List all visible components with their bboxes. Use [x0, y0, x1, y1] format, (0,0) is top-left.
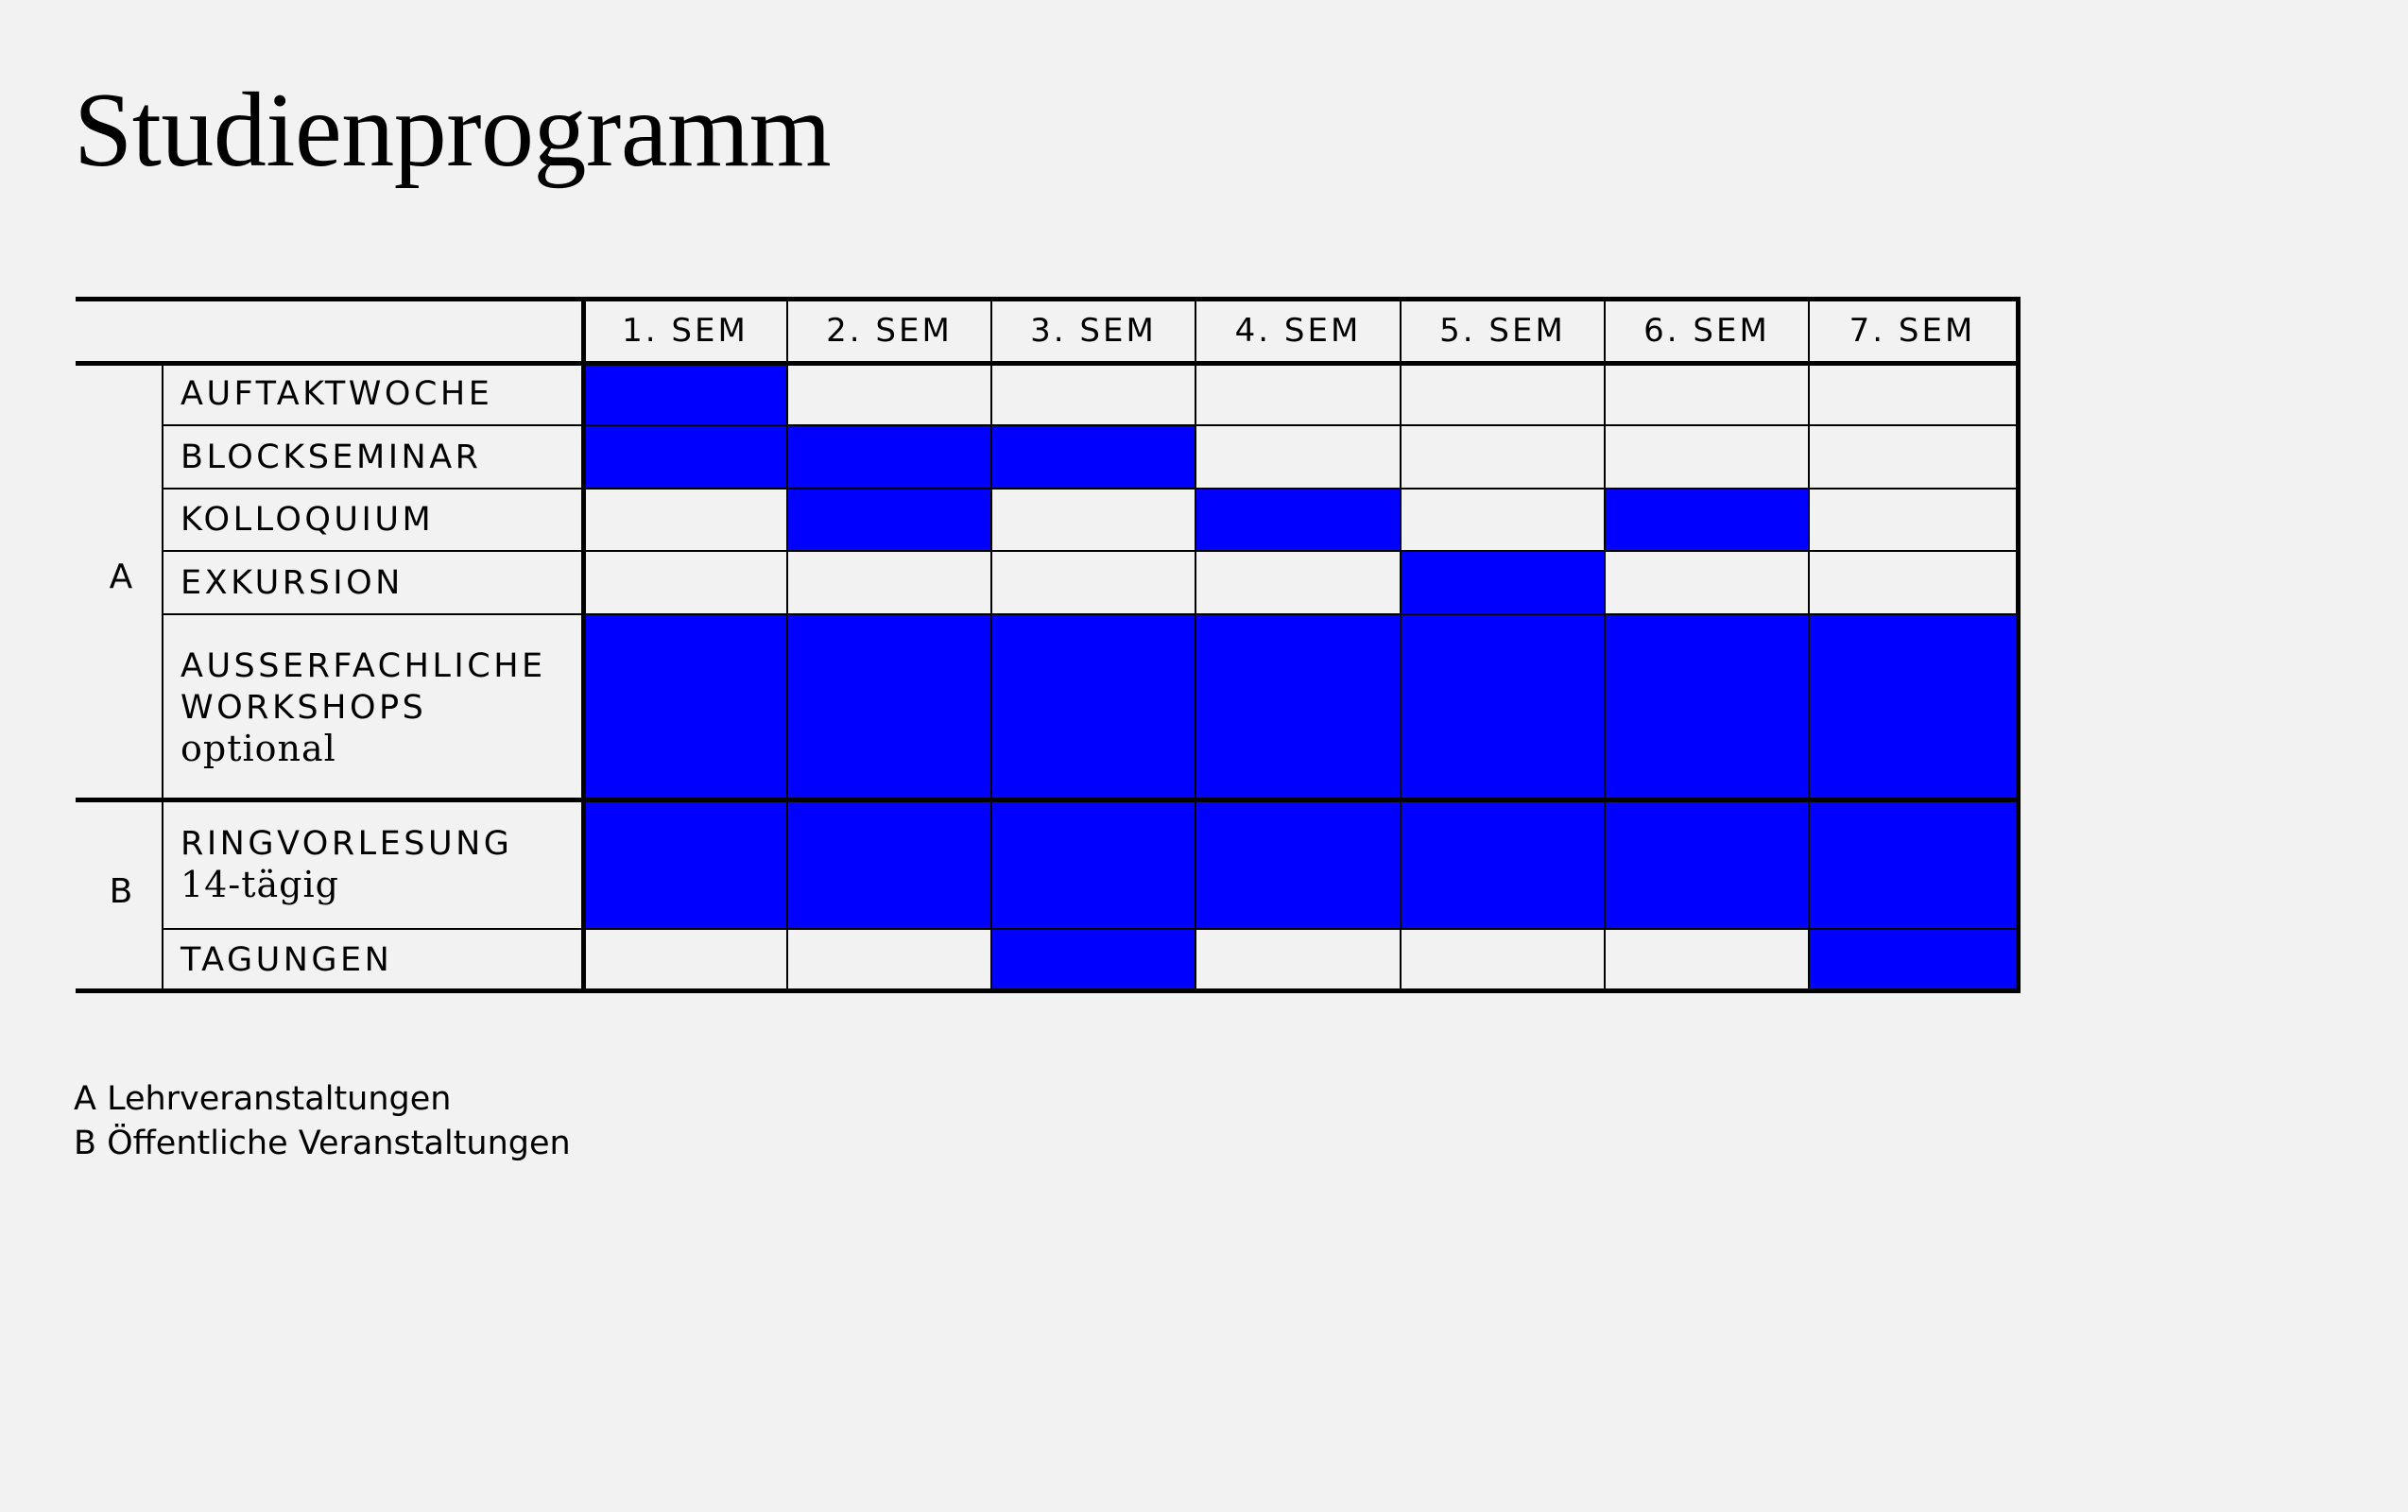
column-header-semester: 5. SEM — [1439, 312, 1566, 350]
schedule-cell-active — [1605, 799, 1809, 929]
group-label-a: A — [109, 558, 133, 596]
legend: A Lehrveranstaltungen B Öffentliche Vera… — [74, 1077, 571, 1166]
row-label-text: AUFTAKTWOCHE — [181, 375, 493, 413]
column-header-semester: 7. SEM — [1849, 312, 1976, 350]
schedule-cell-active — [1605, 489, 1809, 551]
label-column-divider — [581, 297, 586, 991]
row-label-text: AUSSERFACHLICHE WORKSHOPS — [181, 646, 546, 727]
row-divider — [163, 488, 2021, 490]
column-header-semester: 1. SEM — [622, 312, 748, 350]
row-label-text: KOLLOQUIUM — [181, 501, 435, 539]
schedule-cell-active — [1605, 614, 1809, 799]
semester-column-divider — [990, 299, 992, 990]
schedule-cell-active — [583, 425, 787, 489]
schedule-cell-active — [1401, 551, 1605, 614]
legend-item-b: B Öffentliche Veranstaltungen — [74, 1125, 571, 1162]
header-divider — [76, 361, 2021, 366]
group-label-b: B — [109, 872, 133, 911]
schedule-cell-active — [787, 425, 991, 489]
row-label-note: 14-tägig — [181, 864, 339, 905]
semester-column-divider — [786, 299, 788, 990]
schedule-cell-active — [1809, 799, 2016, 929]
column-header-semester: 2. SEM — [826, 312, 953, 350]
row-divider — [163, 928, 2021, 930]
legend-item-a: A Lehrveranstaltungen — [74, 1080, 452, 1118]
schedule-cell-active — [583, 614, 787, 799]
row-label-text: TAGUNGEN — [181, 940, 393, 979]
schedule-cell-active — [787, 489, 991, 551]
row-label-text: BLOCKSEMINAR — [181, 438, 482, 476]
schedule-cell-active — [991, 799, 1195, 929]
schedule-cell-active — [1809, 929, 2016, 990]
column-header-semester: 3. SEM — [1030, 312, 1157, 350]
schedule-cell-active — [1401, 799, 1605, 929]
table-top-border — [76, 297, 2021, 301]
row-label: TAGUNGEN — [181, 939, 392, 981]
row-label: BLOCKSEMINAR — [181, 437, 482, 478]
row-label-text: EXKURSION — [181, 563, 404, 602]
row-label: EXKURSION — [181, 562, 404, 604]
schedule-cell-active — [991, 929, 1195, 990]
semester-column-divider — [1808, 299, 1810, 990]
schedule-cell-active — [787, 614, 991, 799]
row-label: AUFTAKTWOCHE — [181, 373, 492, 415]
schedule-cell-active — [991, 614, 1195, 799]
row-divider — [163, 550, 2021, 552]
row-label: KOLLOQUIUM — [181, 499, 434, 541]
page-title: Studienprogramm — [74, 72, 832, 189]
group-column-divider — [162, 363, 163, 990]
column-header-semester: 4. SEM — [1234, 312, 1362, 350]
schedule-cell-active — [583, 363, 787, 425]
schedule-cell-active — [583, 799, 787, 929]
schedule-cell-active — [991, 425, 1195, 489]
schedule-cell-active — [1195, 799, 1401, 929]
table-right-border — [2016, 297, 2021, 991]
group-divider — [76, 798, 2021, 802]
row-label: AUSSERFACHLICHE WORKSHOPS optional — [181, 645, 546, 769]
schedule-cell-active — [1195, 614, 1401, 799]
semester-column-divider — [1604, 299, 1606, 990]
schedule-cell-active — [1809, 614, 2016, 799]
row-divider — [163, 613, 2021, 615]
schedule-cell-active — [787, 799, 991, 929]
semester-column-divider — [1400, 299, 1402, 990]
semester-column-divider — [1195, 299, 1196, 990]
column-header-semester: 6. SEM — [1643, 312, 1770, 350]
row-label: RINGVORLESUNG 14-tägig — [181, 823, 512, 905]
schedule-cell-active — [1401, 614, 1605, 799]
row-label-text: RINGVORLESUNG — [181, 825, 513, 863]
schedule-cell-active — [1195, 489, 1401, 551]
row-divider — [163, 424, 2021, 426]
table-bottom-border — [76, 988, 2021, 993]
row-label-note: optional — [181, 727, 336, 769]
